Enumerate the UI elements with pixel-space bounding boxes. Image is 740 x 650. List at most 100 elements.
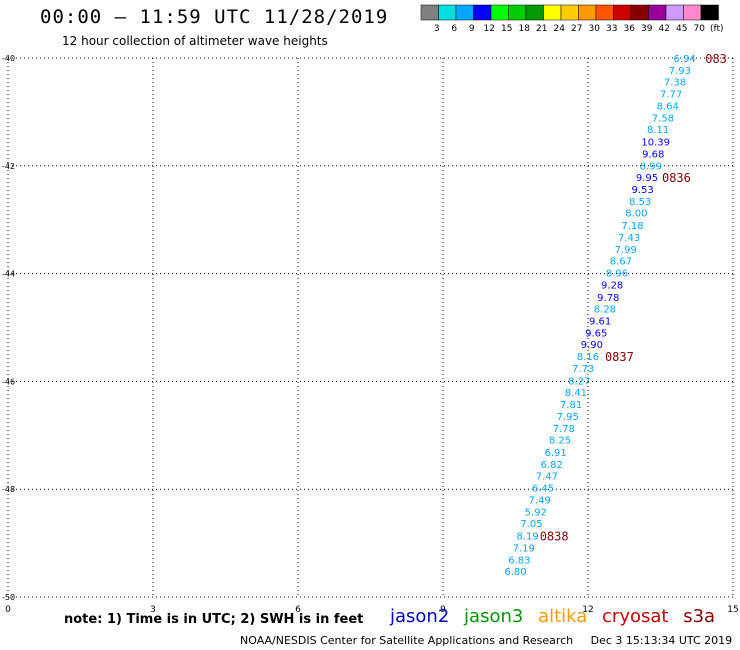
- legend-s3a: s3a: [683, 606, 716, 627]
- pass-time-labels: 083 0836 0837 0838: [540, 52, 727, 544]
- wave-height-point: 9.90: [581, 340, 603, 351]
- color-scale-tick: (ft): [710, 24, 724, 34]
- x-tick-label: 0: [5, 605, 11, 615]
- footer: NOAA/NESDIS Center for Satellite Applica…: [240, 634, 732, 647]
- color-swatch: [630, 4, 649, 21]
- wave-height-point: 8.99: [640, 161, 662, 172]
- color-swatch: [613, 4, 632, 21]
- x-tick-label: 12: [582, 605, 593, 615]
- x-tick-label: 9: [440, 605, 446, 615]
- wave-height-point: 7.58: [652, 113, 674, 124]
- color-swatch: [560, 4, 579, 21]
- color-scale-tick: 21: [536, 24, 547, 34]
- wave-height-point: 7.78: [553, 424, 575, 435]
- color-scale-tick: 3: [434, 24, 440, 34]
- wave-height-point: 8.53: [629, 197, 651, 208]
- wave-height-point: 9.68: [642, 149, 664, 160]
- wave-height-point: 8.64: [657, 101, 679, 112]
- wave-height-point: 9.65: [585, 328, 607, 339]
- color-swatch: [578, 4, 597, 21]
- pass-time-label: 0838: [540, 530, 569, 544]
- y-tick-label: -42: [2, 162, 15, 171]
- color-swatch: [595, 4, 614, 21]
- wave-height-point: 9.78: [597, 293, 619, 304]
- color-swatch: [648, 4, 667, 21]
- satellite-legend: jason2 jason3 altika cryosat s3a: [390, 606, 724, 627]
- footer-timestamp: Dec 3 15:13:34 UTC 2019: [590, 634, 733, 647]
- wave-height-point: 7.19: [513, 543, 535, 554]
- color-swatch: [420, 4, 439, 21]
- wave-height-point: 8.25: [549, 436, 571, 447]
- color-swatch: [473, 4, 492, 21]
- color-scale-tick: 45: [676, 24, 687, 34]
- wave-height-point: 9.61: [589, 316, 611, 327]
- color-scale-tick: 36: [624, 24, 636, 34]
- color-scale-tick: 42: [659, 24, 670, 34]
- color-scale-tick: 12: [484, 24, 495, 34]
- wave-height-point: 8.19: [516, 532, 538, 543]
- legend-jason2: jason2: [390, 606, 450, 627]
- units-note: note: 1) Time is in UTC; 2) SWH is in fe…: [64, 612, 364, 627]
- wave-height-point: 6.83: [508, 555, 530, 566]
- color-swatch: [543, 4, 562, 21]
- wave-height-point: 8.41: [565, 388, 587, 399]
- wave-height-point: 7.95: [557, 412, 579, 423]
- wave-height-point: 8.11: [647, 125, 669, 136]
- wave-height-point: 7.99: [615, 245, 637, 256]
- color-swatch: [700, 4, 719, 21]
- color-scale-tick: 9: [469, 24, 475, 34]
- wave-height-point: 9.28: [601, 280, 623, 291]
- y-tick-label: -46: [2, 377, 15, 386]
- pass-time-label: 083: [705, 52, 727, 66]
- grid: [7, 57, 734, 598]
- wave-height-point: 6.80: [504, 567, 526, 578]
- color-scale-tick: 24: [554, 24, 566, 34]
- wave-height-point: 10.39: [641, 138, 670, 149]
- wave-height-point: 6.82: [541, 460, 563, 471]
- footer-credit: NOAA/NESDIS Center for Satellite Applica…: [240, 634, 574, 647]
- x-tick-label: 6: [295, 605, 301, 615]
- wave-height-point: 9.95: [636, 173, 658, 184]
- wave-height-point: 8.16: [577, 352, 599, 363]
- wave-height-point: 6.45: [532, 484, 554, 495]
- legend-cryosat: cryosat: [602, 606, 669, 627]
- pass-time-label: 0836: [662, 171, 691, 185]
- wave-height-point: 7.05: [520, 519, 542, 530]
- wave-height-point: 7.49: [529, 495, 551, 506]
- wave-height-point: 8.27: [568, 376, 590, 387]
- wave-height-point: 7.47: [536, 472, 558, 483]
- legend-jason3: jason3: [464, 606, 524, 627]
- color-scale-tick: 33: [606, 24, 617, 34]
- color-swatch: [508, 4, 527, 21]
- color-swatch: [525, 4, 544, 21]
- wave-height-point: 6.94: [674, 54, 696, 65]
- wave-height-point: 7.93: [669, 66, 691, 77]
- color-swatch: [490, 4, 509, 21]
- color-scale-tick: 27: [571, 24, 582, 34]
- wave-height-point: 5.92: [525, 507, 547, 518]
- y-tick-label: -44: [2, 270, 15, 279]
- wave-height-point: 8.96: [606, 269, 628, 280]
- wave-height-point: 8.28: [594, 305, 616, 316]
- color-scale-tick: 18: [519, 24, 531, 34]
- axes: 0 3 6 9 12 15 -40 -42 -44 -46 -48 -50: [2, 54, 739, 615]
- legend-altika: altika: [538, 606, 588, 627]
- color-scale-tick: 39: [641, 24, 653, 34]
- x-tick-label: 15: [727, 605, 738, 615]
- wave-height-point: 7.81: [560, 400, 582, 411]
- color-swatch: [455, 4, 474, 21]
- wave-height-point: 8.00: [625, 209, 647, 220]
- wave-height-points: 6.947.937.387.778.647.588.1110.399.688.9…: [504, 54, 695, 578]
- wave-height-point: 7.77: [660, 90, 682, 101]
- color-scale-tick: 15: [501, 24, 512, 34]
- color-scale-tick: 70: [694, 24, 706, 34]
- y-tick-label: -48: [2, 485, 15, 494]
- pass-time-label: 0837: [605, 350, 634, 364]
- y-tick-label: -40: [2, 54, 15, 63]
- wave-height-point: 7.18: [621, 221, 643, 232]
- color-swatch: [665, 4, 684, 21]
- wave-height-point: 6.91: [544, 448, 566, 459]
- color-scale-tick: 6: [451, 24, 457, 34]
- x-tick-label: 3: [150, 605, 156, 615]
